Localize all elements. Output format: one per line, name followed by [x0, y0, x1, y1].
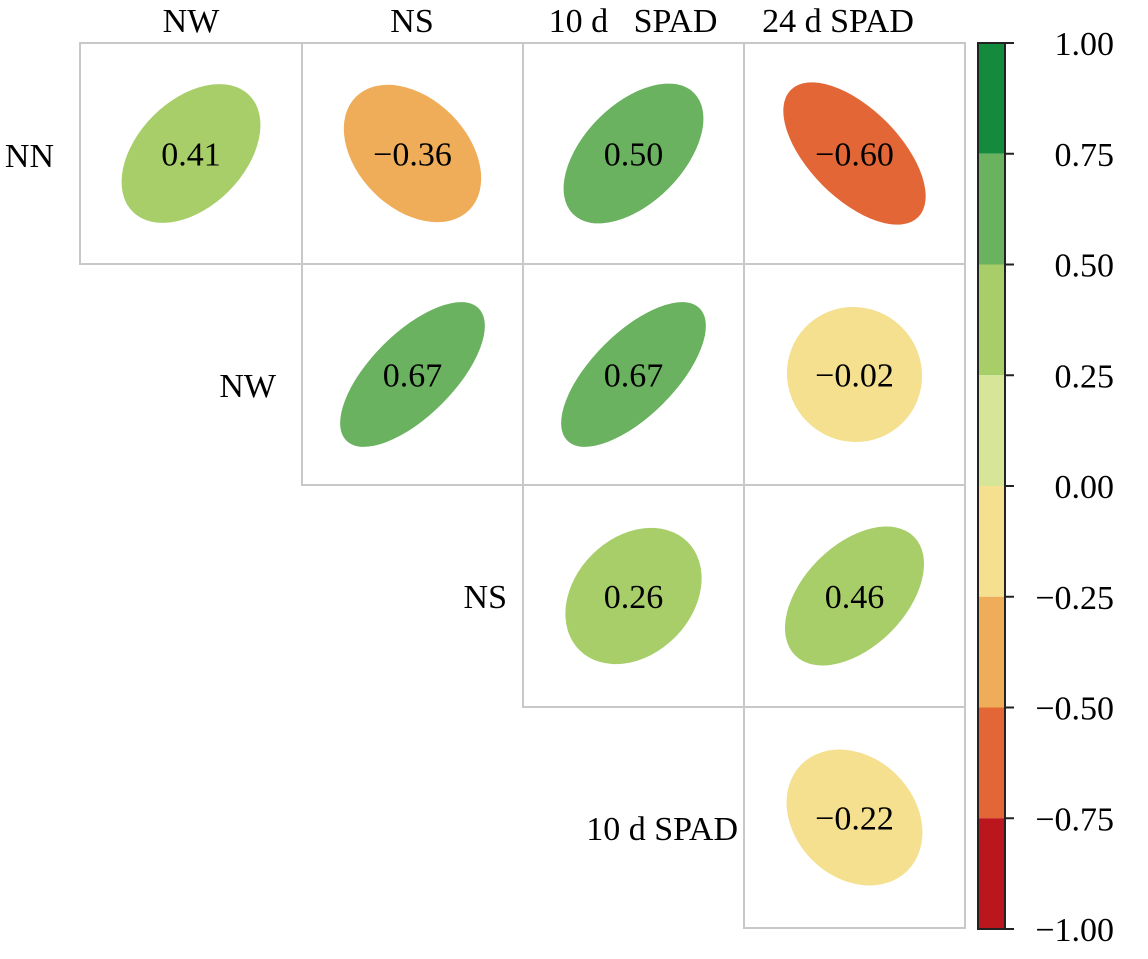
matrix-cell-border: [743, 706, 966, 929]
matrix-cells: 0.41 −0.36 0.50 −0.60 0.67 0.67 −0.02 0.26 0.46 −…: [79, 42, 966, 929]
colorbar-tick-label: 0.50: [1055, 248, 1115, 285]
column-header-10d-spad: 10 d SPAD: [549, 3, 718, 40]
colorbar-tick-label: 0.25: [1055, 358, 1115, 395]
column-header-nw: NW: [163, 3, 221, 40]
colorbar-tick-label: −1.00: [1035, 912, 1114, 949]
correlation-value-label: −0.36: [373, 137, 452, 174]
row-headers: NN NW NS 10 d SPAD: [5, 138, 738, 848]
colorbar: 1.00 0.75 0.50 0.25 0.00 −0.25 −0.50 −0.75 −1.00: [977, 26, 1115, 949]
correlation-ellipse: [784, 526, 925, 666]
colorbar-bin: [978, 486, 1005, 597]
correlation-ellipse: [121, 84, 261, 223]
row-header-nn: NN: [5, 138, 54, 175]
correlation-value-label: 0.46: [825, 579, 885, 616]
colorbar-bin: [978, 375, 1005, 486]
column-header-24d-spad: 24 d SPAD: [762, 3, 914, 40]
colorbar-tick-label: −0.50: [1035, 691, 1114, 728]
correlation-ellipse: [786, 749, 923, 886]
colorbar-bin: [978, 153, 1005, 265]
row-header-10d-spad: 10 d SPAD: [586, 811, 738, 848]
correlation-ellipse: [343, 84, 482, 223]
column-header-ns: NS: [390, 3, 433, 40]
colorbar-tick-label: −0.75: [1035, 801, 1114, 838]
correlation-value-label: 0.67: [383, 358, 443, 395]
colorbar-tick-label: 1.00: [1055, 26, 1115, 63]
correlation-value-label: 0.41: [161, 137, 221, 174]
correlation-ellipse: [563, 83, 704, 224]
correlation-ellipse: [565, 527, 702, 665]
colorbar-tick-label: 0.00: [1055, 469, 1115, 506]
colorbar-tick-label: −0.25: [1035, 580, 1114, 617]
correlation-value-label: −0.22: [815, 801, 894, 838]
correlation-value-label: −0.02: [815, 358, 894, 395]
colorbar-bin: [978, 596, 1005, 708]
correlation-ellipse: [561, 302, 706, 447]
row-header-ns: NS: [464, 579, 507, 616]
correlation-value-label: 0.26: [604, 579, 664, 616]
correlation-value-label: −0.60: [815, 137, 894, 174]
correlation-value-label: 0.67: [604, 358, 664, 395]
colorbar-tick-label: 0.75: [1055, 137, 1115, 174]
correlation-ellipse: [786, 306, 923, 443]
correlation-value-label: 0.50: [604, 137, 664, 174]
colorbar-bin: [978, 707, 1005, 819]
row-header-nw: NW: [219, 368, 277, 405]
colorbar-bin: [978, 43, 1005, 154]
correlation-ellipse: [340, 302, 485, 447]
colorbar-bin: [978, 264, 1005, 376]
column-headers: NW NS 10 d SPAD 24 d SPAD: [163, 3, 914, 40]
correlation-ellipse: [783, 82, 926, 225]
colorbar-bin: [978, 818, 1005, 929]
